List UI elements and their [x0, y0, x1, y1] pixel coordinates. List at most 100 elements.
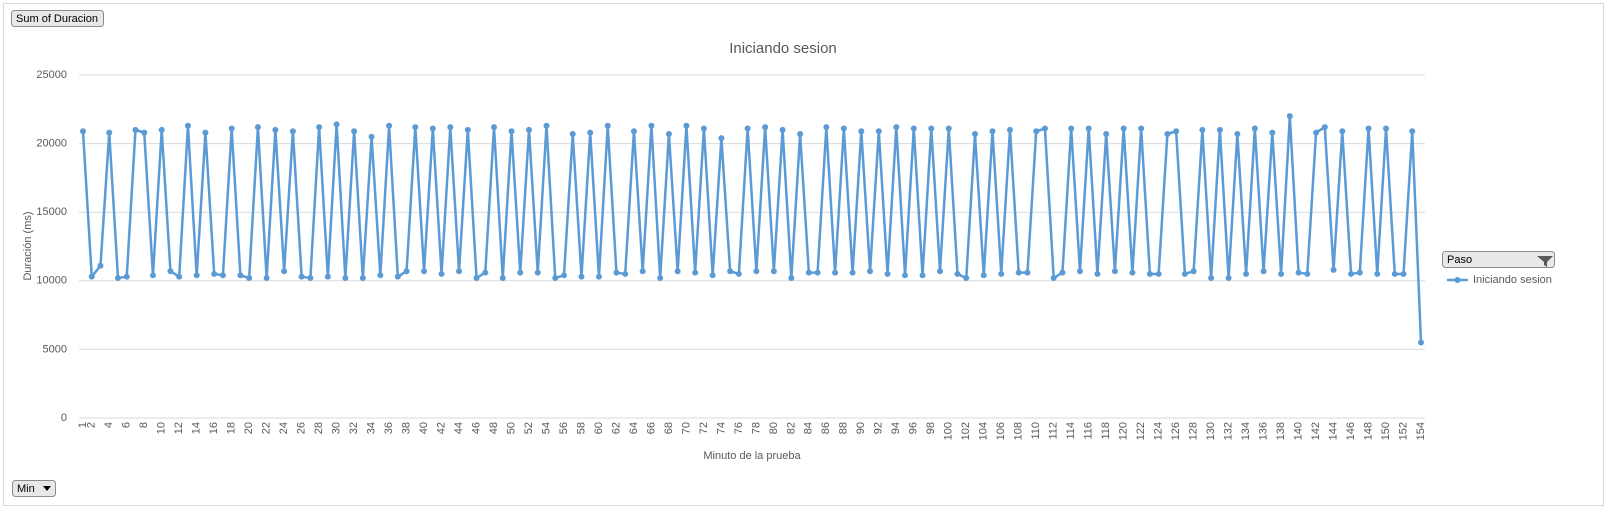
x-tick-label: 56: [558, 422, 570, 434]
x-tick-label: 14: [191, 422, 203, 434]
x-tick-label: 6: [121, 422, 133, 428]
x-tick-label: 146: [1345, 422, 1357, 440]
data-point: [184, 122, 191, 129]
legend-field-button[interactable]: Paso: [1442, 251, 1555, 268]
x-tick-label: 86: [820, 422, 832, 434]
data-point: [517, 269, 524, 276]
data-point: [359, 275, 366, 282]
legend-marker: [1454, 277, 1461, 283]
data-point: [1208, 275, 1215, 282]
data-point: [1348, 270, 1355, 277]
data-point: [928, 125, 935, 132]
value-field-button[interactable]: Sum of Duracion: [11, 10, 104, 27]
x-tick-label: 24: [278, 422, 290, 434]
x-tick-label: 136: [1257, 422, 1269, 440]
data-point: [1181, 270, 1188, 277]
x-tick-label: 132: [1223, 422, 1235, 440]
x-tick-label: 2: [86, 422, 98, 428]
data-point: [683, 122, 690, 129]
data-point: [954, 270, 961, 277]
data-point: [132, 126, 139, 133]
data-point: [1068, 125, 1075, 132]
data-point: [438, 270, 445, 277]
data-point: [630, 128, 637, 135]
x-tick-label: 68: [663, 422, 675, 434]
x-tick-label: 98: [925, 422, 937, 434]
data-point: [1251, 125, 1258, 132]
data-point: [368, 133, 375, 140]
x-tick-label: 92: [873, 422, 885, 434]
x-tick-label: 94: [890, 422, 902, 434]
data-point: [762, 124, 769, 131]
x-tick-label: 154: [1415, 422, 1427, 440]
x-tick-label: 74: [715, 422, 727, 434]
x-tick-label: 84: [803, 422, 815, 434]
legend-label: Iniciando sesion: [1473, 274, 1552, 286]
y-axis-title: Duración (ms): [22, 211, 34, 280]
data-point: [1111, 268, 1118, 275]
x-tick-label: 32: [348, 422, 360, 434]
y-tick-label: 5000: [43, 343, 67, 355]
x-tick-label: 126: [1170, 422, 1182, 440]
data-point: [307, 275, 314, 282]
data-point: [447, 124, 454, 131]
data-point: [963, 275, 970, 282]
data-point: [1076, 268, 1083, 275]
chart-frame: [3, 3, 1604, 506]
data-point: [665, 130, 672, 137]
x-tick-label: 18: [226, 422, 238, 434]
data-point: [613, 269, 620, 276]
data-point: [805, 269, 812, 276]
data-point: [622, 270, 629, 277]
data-point: [289, 128, 296, 135]
x-tick-label: 88: [838, 422, 850, 434]
data-point: [998, 270, 1005, 277]
data-point: [1199, 126, 1206, 133]
data-point: [1339, 128, 1346, 135]
data-point: [1190, 268, 1197, 275]
data-point: [1050, 275, 1057, 282]
x-tick-label: 108: [1013, 422, 1025, 440]
x-tick-label: 52: [523, 422, 535, 434]
data-point: [604, 122, 611, 129]
data-point: [1216, 126, 1223, 133]
x-tick-label: 100: [943, 422, 955, 440]
data-point: [263, 275, 270, 282]
data-point: [1033, 128, 1040, 135]
data-point: [526, 126, 532, 133]
x-tick-label: 36: [383, 422, 395, 434]
data-point: [1164, 130, 1171, 137]
data-point: [1024, 269, 1031, 276]
x-tick-label: 40: [418, 422, 430, 434]
data-point: [1330, 266, 1337, 273]
data-point: [1295, 269, 1302, 276]
x-tick-label: 142: [1310, 422, 1322, 440]
data-point: [639, 268, 646, 275]
x-tick-label: 62: [610, 422, 622, 434]
data-point: [237, 272, 244, 279]
data-point: [412, 124, 419, 131]
x-tick-label: 96: [908, 422, 920, 434]
x-tick-label: 138: [1275, 422, 1287, 440]
data-point: [316, 124, 323, 131]
data-point: [989, 128, 996, 135]
data-point: [1269, 129, 1276, 136]
y-tick-label: 10000: [36, 275, 67, 287]
data-point: [193, 272, 200, 279]
data-point: [482, 269, 489, 276]
data-point: [473, 275, 480, 282]
data-point: [491, 124, 498, 131]
data-point: [1243, 270, 1250, 277]
data-point: [246, 275, 253, 282]
data-point: [97, 262, 104, 269]
data-point: [919, 272, 926, 279]
x-tick-label: 134: [1240, 422, 1252, 440]
data-point: [648, 122, 655, 129]
x-tick-label: 60: [593, 422, 605, 434]
button-label: Paso: [1447, 254, 1472, 266]
x-tick-label: 102: [960, 422, 972, 440]
x-tick-label: 120: [1118, 422, 1130, 440]
data-point: [1225, 275, 1232, 282]
y-tick-label: 0: [61, 412, 67, 424]
axis-field-button[interactable]: Min: [12, 480, 56, 497]
